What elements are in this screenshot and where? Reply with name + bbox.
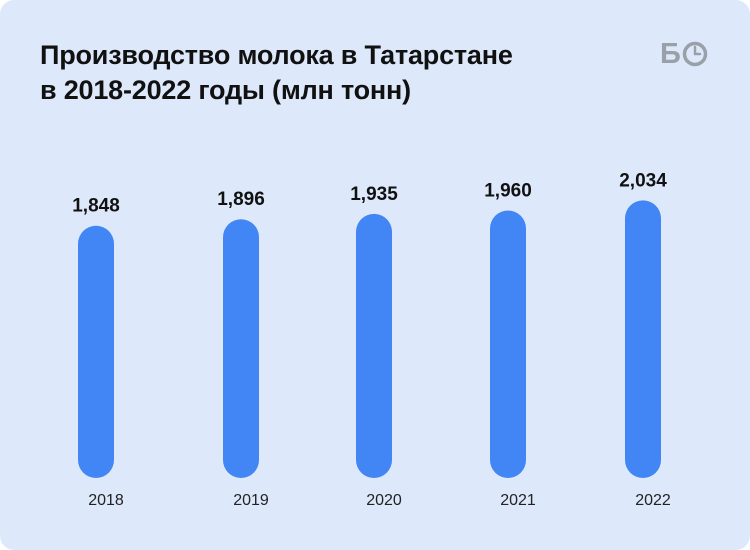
bar-2020 <box>356 213 392 478</box>
bar-2019 <box>223 219 259 479</box>
value-label-2018: 1,848 <box>72 196 120 217</box>
value-label-2019: 1,896 <box>217 189 265 210</box>
chart-title: Производство молока в Татарстане в 2018-… <box>40 38 600 108</box>
chart-title-line-1: Производство молока в Татарстане <box>40 40 513 70</box>
x-tick-label-2020: 2020 <box>366 492 402 509</box>
bar-2018 <box>78 225 114 478</box>
bar-2021 <box>490 210 526 478</box>
chart-title-line-2: в 2018-2022 годы (млн тонн) <box>40 75 411 105</box>
x-tick-label-2022: 2022 <box>635 492 671 509</box>
x-tick-label-2018: 2018 <box>88 492 124 509</box>
value-label-2020: 1,935 <box>350 184 398 205</box>
value-label-2021: 1,960 <box>484 180 532 201</box>
x-tick-label-2021: 2021 <box>500 492 536 509</box>
bar-2022 <box>625 200 661 478</box>
clock-icon <box>682 41 708 67</box>
bo-logo-letter: Б <box>660 38 681 70</box>
bo-logo: Б <box>660 38 708 70</box>
value-label-2022: 2,034 <box>619 170 667 191</box>
x-tick-label-2019: 2019 <box>233 492 269 509</box>
